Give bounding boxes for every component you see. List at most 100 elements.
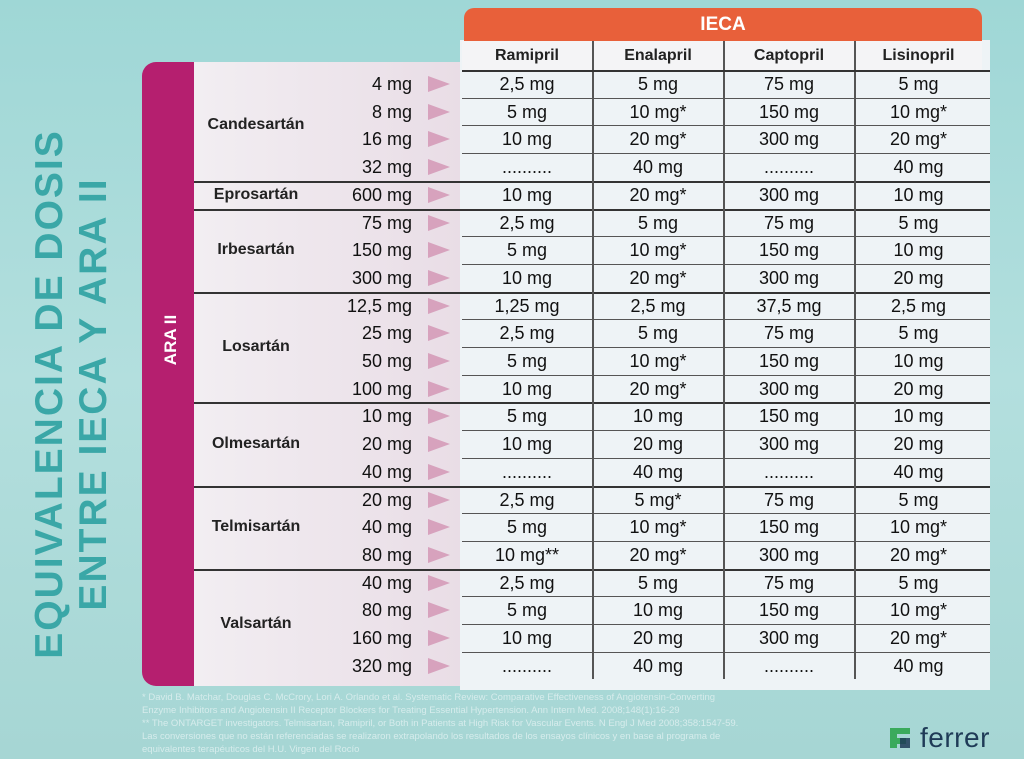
ara-dose: 50 mg [361, 351, 412, 371]
table-cell-lisinopril: 20 mg* [889, 129, 948, 150]
table-cell-captopril: 300 mg [758, 544, 820, 565]
ara-label: ARA II [146, 300, 196, 380]
row-divider [462, 596, 990, 598]
row-divider [462, 125, 990, 127]
arrow-right-icon [428, 657, 450, 674]
table-cell-enalapril: 5 mg* [634, 489, 682, 510]
table-cell-captopril: 75 mg [763, 74, 815, 94]
footnote-line: Las conversiones que no están referencia… [142, 731, 721, 742]
footnote-line: Enzyme Inhibitors and Angiotensin II Rec… [142, 705, 680, 716]
table-cell-enalapril: 10 mg* [629, 240, 687, 261]
row-divider [462, 263, 990, 265]
row-divider [462, 347, 990, 348]
ara-dose: 16 mg [361, 129, 412, 150]
table-cell-lisinopril: 5 mg [898, 572, 939, 593]
footnote-line: ** The ONTARGET investigators. Telmisart… [142, 718, 739, 729]
table-cell-ramipril: 10 mg [501, 267, 553, 288]
ara-dose: 20 mg [361, 434, 412, 455]
ieca-table-area [460, 40, 990, 690]
arrow-right-icon [428, 574, 450, 591]
table-cell-ramipril: 5 mg [506, 240, 548, 261]
row-divider [462, 430, 990, 432]
table-cell-ramipril: .......... [501, 655, 552, 676]
page-title-line1: EQUIVALENCIA DE DOSIS [28, 129, 71, 659]
ara-drug-name: Telmisartán [211, 518, 301, 536]
table-cell-enalapril: 40 mg [632, 157, 684, 178]
ara-drug-panel [194, 62, 460, 686]
header-divider [462, 70, 990, 72]
table-cell-captopril: 75 mg [763, 489, 815, 510]
brand-name: ferrer [920, 722, 990, 753]
table-cell-enalapril: 10 mg* [629, 351, 687, 371]
table-cell-captopril: 150 mg [758, 517, 820, 538]
ara-dose: 80 mg [361, 600, 412, 621]
table-cell-enalapril: 40 mg [632, 655, 684, 676]
table-cell-enalapril: 2,5 mg [630, 295, 686, 316]
ara-dose: 300 mg [351, 267, 412, 288]
arrow-right-icon [428, 214, 450, 231]
table-cell-ramipril: 10 mg [501, 434, 553, 455]
table-cell-enalapril: 20 mg* [629, 544, 687, 565]
footnotes: * David B. Matchar, Douglas C. McCrory, … [142, 691, 882, 756]
row-divider [462, 153, 990, 155]
table-cell-lisinopril: 40 mg [893, 655, 944, 676]
table-cell-lisinopril: 10 mg [893, 406, 944, 427]
ara-dose: 150 mg [351, 240, 412, 261]
column-divider [854, 41, 856, 680]
table-cell-captopril: 150 mg [758, 406, 820, 427]
table-cell-enalapril: 10 mg [632, 600, 684, 621]
table-cell-captopril: 300 mg [758, 267, 820, 288]
table-cell-ramipril: 5 mg [506, 101, 548, 122]
ara-drug-name: Eprosartán [213, 185, 299, 203]
ara-dose: 160 mg [351, 628, 412, 648]
ara-drug-name: Irbesartán [217, 241, 295, 259]
row-divider [462, 97, 990, 99]
row-divider [462, 457, 990, 459]
table-cell-enalapril: 10 mg* [629, 517, 687, 538]
table-cell-ramipril: 2,5 mg [499, 489, 555, 510]
table-cell-ramipril: 5 mg [506, 600, 548, 621]
row-divider [462, 513, 990, 515]
ara-dose: 75 mg [361, 212, 412, 233]
arrow-right-icon [428, 630, 450, 646]
ara-drug-name: Candesartán [207, 116, 305, 134]
table-cell-lisinopril: 2,5 mg [890, 295, 947, 316]
arrow-right-icon [428, 546, 450, 563]
table-cell-ramipril: .......... [501, 461, 552, 482]
arrow-right-icon [428, 380, 450, 397]
ara-dose: 12,5 mg [346, 295, 412, 316]
row-divider [462, 624, 990, 625]
table-cell-enalapril: 5 mg [637, 323, 679, 344]
table-cell-enalapril: 20 mg* [629, 129, 687, 150]
table-cell-lisinopril: 10 mg [893, 184, 944, 205]
table-cell-lisinopril: 40 mg [893, 461, 944, 482]
table-cell-captopril: .......... [763, 655, 814, 676]
table-cell-captopril: 300 mg [758, 378, 820, 399]
table-cell-ramipril: 2,5 mg [499, 74, 555, 94]
table-cell-lisinopril: 5 mg [898, 74, 939, 94]
table-cell-captopril: .......... [763, 461, 814, 482]
ara-group-bar [142, 62, 194, 686]
arrow-right-icon [428, 519, 450, 536]
arrow-right-icon [428, 436, 450, 453]
table-cell-captopril: 75 mg [763, 212, 815, 233]
table-cell-lisinopril: 20 mg [893, 434, 944, 455]
table-cell-ramipril: 2,5 mg [499, 212, 555, 233]
arrow-right-icon [428, 325, 450, 342]
ara-label-text: ARA II [161, 314, 180, 366]
ieca-header: IECA [464, 8, 982, 41]
table-cell-lisinopril: 10 mg* [889, 101, 948, 122]
column-divider [723, 41, 725, 680]
col-header-enalapril: Enalapril [593, 41, 724, 71]
col-header-ramipril: Ramipril [462, 41, 593, 71]
arrow-right-icon [428, 159, 450, 176]
table-cell-ramipril: 10 mg [501, 129, 553, 150]
table-cell-enalapril: 5 mg [637, 74, 679, 94]
table-cell-lisinopril: 5 mg [898, 323, 939, 344]
column-divider [592, 41, 594, 680]
arrow-right-icon [428, 297, 450, 314]
ferrer-logo: ferrer [886, 722, 990, 754]
table-cell-ramipril: 5 mg [506, 351, 548, 371]
table-cell-enalapril: 20 mg [632, 434, 684, 455]
ara-dose: 8 mg [371, 101, 412, 122]
